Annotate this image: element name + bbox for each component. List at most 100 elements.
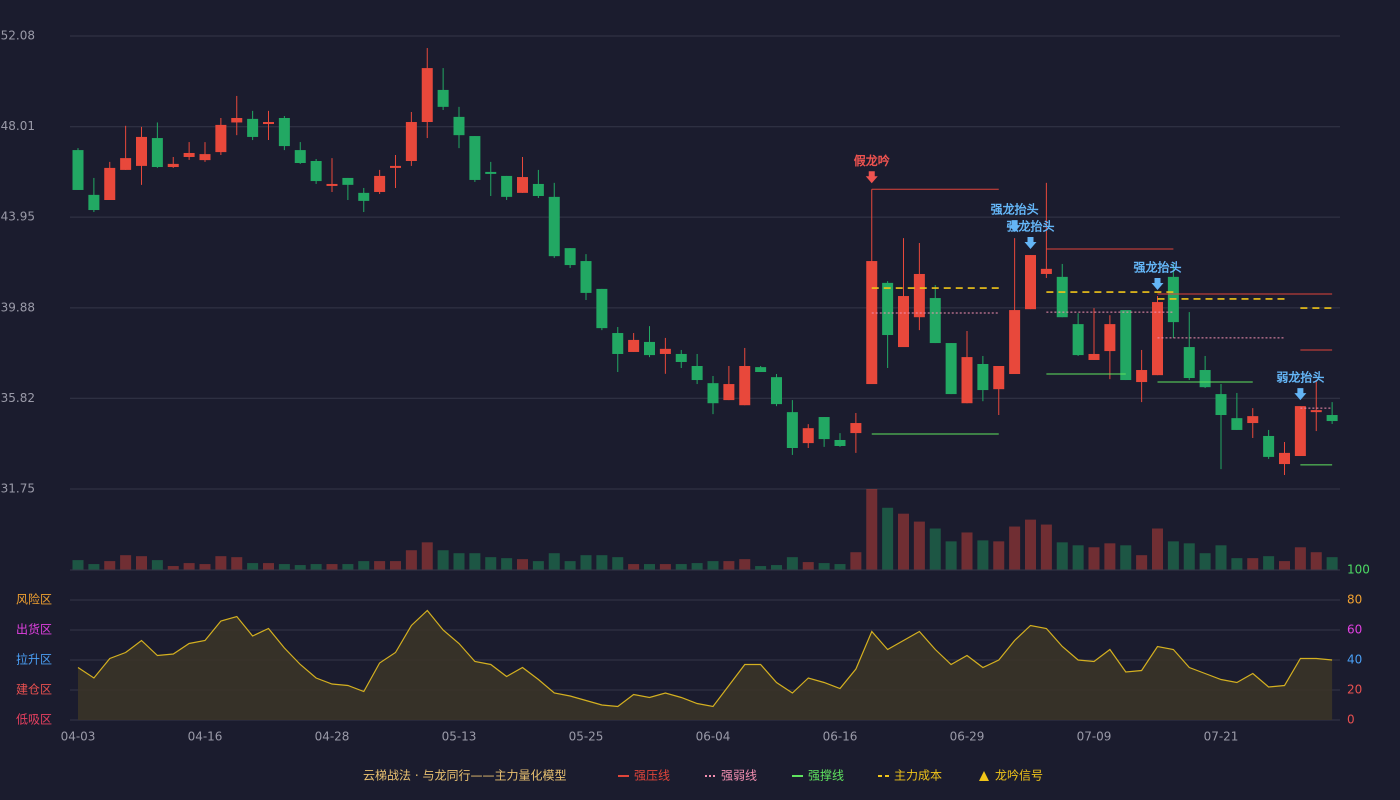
volume-bar [977,540,989,570]
candle-body [231,117,243,123]
candle-body [501,175,513,197]
volume-bar [659,564,671,570]
volume-bar [580,555,592,570]
volume-bar [612,557,624,570]
x-tick-label: 04-16 [188,730,223,744]
volume-bar [532,561,544,570]
legend-label: 主力成本 [894,769,942,783]
zone-label: 出货区 [16,622,52,637]
candle-body [215,124,227,153]
signal-label: 强龙抬头 [1006,219,1054,234]
volume-bar [786,557,798,570]
volume-bar [1199,553,1211,570]
candle-body [1056,276,1068,318]
candle-body [405,122,417,162]
candle-body [1152,302,1163,376]
volume-bar [802,562,814,570]
volume-bar [263,563,274,570]
candle-body [691,366,703,381]
candle-body [167,163,179,168]
candle-body [850,423,862,434]
candle-body [834,439,846,446]
candle-body [1326,415,1338,422]
candle-body [437,89,449,107]
candle-body [88,194,100,211]
candle-body [1263,435,1275,457]
candle-body [310,161,322,182]
volume-bar [850,552,862,570]
candle-body [326,183,338,186]
volume-bar [596,555,608,570]
candle-body [548,196,560,257]
volume-bar [326,564,338,570]
signal-arrow [1008,220,1021,233]
candle-body [485,171,497,174]
candle-body [866,261,878,385]
candle-body [580,261,592,293]
candle-body [1025,255,1036,310]
candle-body [993,366,1005,390]
volume-bar [564,561,576,570]
candle-body [532,183,544,196]
zone-label: 低吸区 [16,713,52,727]
candle-body [659,348,671,354]
candle-body [1279,452,1290,465]
volume-bar [151,560,163,570]
candle-body [818,417,830,440]
volume-bar [1104,543,1116,570]
candle-body [183,152,195,157]
x-tick-label: 04-03 [61,730,96,744]
volume-bar [1025,519,1036,570]
candle-body [1136,370,1148,383]
y-tick-label: 35.82 [1,391,35,405]
candle-body [1294,406,1306,457]
candle-body [1247,416,1259,424]
candle-body [786,412,798,449]
x-tick-label: 07-09 [1077,730,1112,744]
candle-body [1072,324,1084,356]
candle-body [929,298,941,344]
candle-body [1310,410,1322,413]
candle-body [358,192,370,201]
candle-body [1088,353,1100,360]
candle-body [723,384,735,401]
candle-body [278,117,290,147]
signal-label: 强龙抬头 [1133,260,1181,275]
signal-arrow [1294,388,1307,401]
volume-bar [723,561,735,570]
candle-body [977,363,989,391]
volume-bar [453,553,465,570]
candle-body [945,343,957,395]
candle-body [517,177,528,193]
y-tick-label: 40 [1347,653,1362,667]
signal-arrow [865,171,878,184]
volume-bar [199,564,211,570]
x-tick-label: 05-25 [569,730,604,744]
volume-bar [1120,545,1132,570]
candle-body [771,377,782,405]
candle-body [1120,310,1132,381]
candle-body [263,122,274,125]
volume-bar [1009,526,1021,570]
volume-bar [1215,545,1227,570]
volume-bar [739,559,751,570]
volume-bar [104,561,116,570]
candle-body [247,118,259,137]
volume-bar [993,541,1005,570]
zone-label: 拉升区 [16,652,52,667]
candle-body [374,175,386,192]
volume-bar [310,564,322,570]
volume-bar [469,553,481,570]
volume-bar [342,564,354,570]
volume-bar [358,561,370,570]
volume-bar [421,542,433,570]
volume-bar [691,563,703,570]
zone-label: 建仓区 [16,683,52,697]
zone-label: 风险区 [16,592,52,607]
signal-label: 强龙抬头 [991,202,1039,217]
signal-arrow [1151,278,1164,291]
x-tick-label: 06-16 [823,730,858,744]
volume-bar [136,556,147,570]
legend-marker [979,771,989,781]
candle-body [104,167,116,200]
